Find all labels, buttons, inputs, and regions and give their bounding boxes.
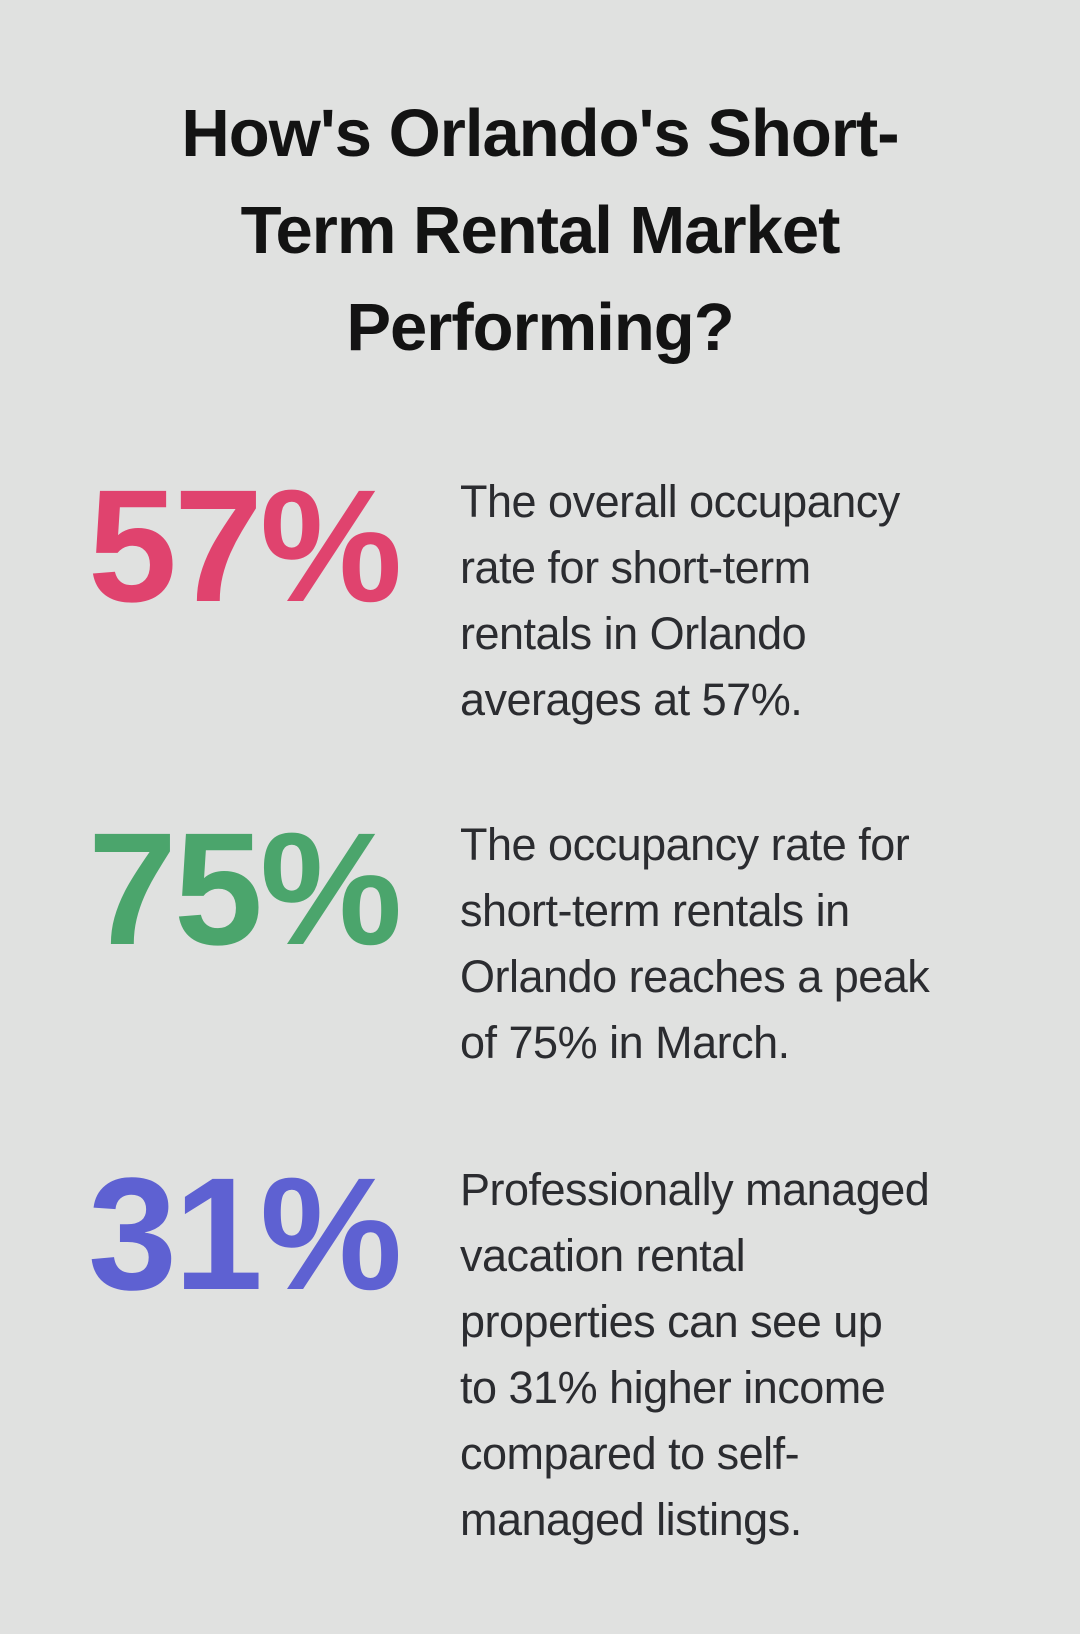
page-title: How's Orlando's Short- Term Rental Marke… [181, 96, 899, 365]
stat-block-occupancy-peak: 75% The occupancy rate for short-term re… [88, 799, 992, 1076]
stat-value-57-percent: 57% [88, 456, 402, 635]
stat-description-occupancy-average: The overall occupancy rate for short-ter… [460, 476, 900, 725]
stat-block-occupancy-average: 57% The overall occupancy rate for short… [88, 456, 992, 733]
stat-value-31-percent: 31% [88, 1144, 402, 1323]
stat-value-75-percent: 75% [88, 799, 402, 978]
stat-block-managed-income: 31% Professionally managed vacation rent… [88, 1144, 992, 1553]
stat-description-managed-income: Professionally managed vacation rental p… [460, 1164, 930, 1545]
stat-description-occupancy-peak: The occupancy rate for short-term rental… [460, 819, 930, 1068]
